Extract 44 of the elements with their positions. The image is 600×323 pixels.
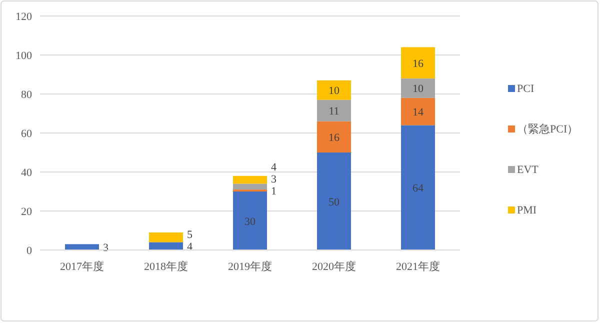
data-label: 10 [412,83,424,96]
bar [233,192,267,250]
data-label: 1 [271,186,276,198]
y-tick-label: 60 [21,128,32,140]
data-label: 3 [271,174,277,186]
bar [401,125,435,250]
y-tick-label: 0 [26,245,32,257]
x-tick-label: 2018年度 [144,260,188,273]
bar [149,232,183,242]
bar [317,80,351,100]
y-tick-label: 40 [21,167,32,179]
data-label: 64 [412,182,424,195]
legend-label: PCI [517,83,534,95]
data-label: 5 [187,229,193,242]
x-tick-label: 2017年度 [60,260,104,273]
legend-label: （緊急PCI） [517,124,578,136]
legend-label: EVT [517,164,539,176]
data-label: 16 [412,58,424,70]
bar [233,184,267,190]
y-tick-label: 100 [16,50,32,62]
bar [401,78,435,98]
bar [65,244,99,250]
bar [317,121,351,152]
y-tick-label: 120 [16,11,32,23]
bar [317,152,351,250]
data-label: 14 [412,106,424,119]
data-label: 16 [328,132,340,144]
legend-label: PMI [517,204,537,216]
data-label: 4 [187,241,193,254]
data-label: 4 [271,162,277,174]
bar [317,100,351,122]
data-label: 30 [244,216,256,228]
bar [401,98,435,126]
bar [233,176,267,184]
x-tick-label: 2021年度 [396,260,440,273]
y-tick-label: 80 [21,89,32,101]
data-label: 11 [328,106,340,118]
bar [401,47,435,78]
y-tick-label: 20 [21,206,32,218]
x-tick-label: 2019年度 [228,260,272,273]
bar [149,242,183,250]
data-label: 10 [328,85,340,98]
x-tick-label: 2020年度 [312,260,356,273]
data-label: 50 [328,196,340,208]
